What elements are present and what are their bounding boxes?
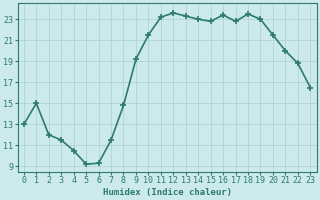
- X-axis label: Humidex (Indice chaleur): Humidex (Indice chaleur): [103, 188, 232, 197]
